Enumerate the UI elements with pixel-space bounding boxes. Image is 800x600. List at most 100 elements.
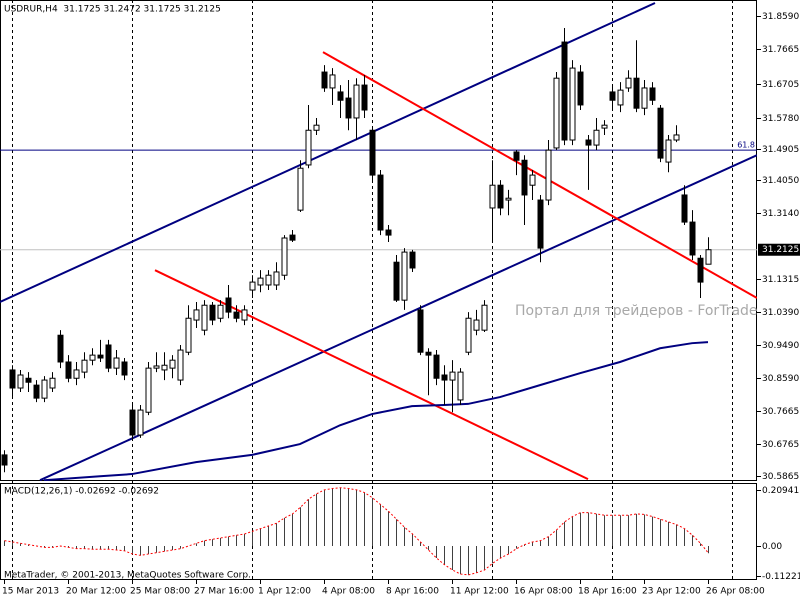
candle-body (329, 74, 336, 89)
candle-body (201, 304, 208, 331)
candle-body (41, 379, 48, 399)
candle-body (593, 129, 600, 146)
candle-body (305, 129, 312, 166)
watermark: Портал для трейдеров - ForTrade (515, 303, 758, 319)
candle-body (457, 371, 464, 401)
y-tick-label: 31.4050 (762, 176, 799, 186)
candle-body (137, 409, 144, 436)
candle-body (177, 349, 184, 381)
candle-body (265, 274, 272, 286)
candle-body (105, 344, 112, 369)
candle-body (585, 139, 592, 146)
candle-body (449, 371, 456, 381)
candle-body (529, 174, 536, 186)
candle-body (153, 365, 160, 369)
candle-body (121, 361, 128, 376)
candle-body (273, 271, 280, 286)
candle-body (521, 159, 528, 196)
candle-body (617, 89, 624, 106)
x-tick-label: 27 Mar 16:00 (194, 587, 254, 597)
candle-body (697, 257, 704, 283)
y-tick-label: 30.8590 (762, 374, 799, 384)
plot-area: Портал для трейдеров - ForTrade (0, 2, 758, 481)
candle-body (433, 354, 440, 379)
x-tick-label: 25 Mar 08:00 (130, 587, 190, 597)
candle-body (113, 357, 120, 369)
candle-body (369, 129, 376, 176)
candle-body (649, 87, 656, 101)
candle-body (57, 334, 64, 363)
candle-body (417, 309, 424, 353)
candle-body (537, 199, 544, 249)
y-tick-label: 30.5865 (762, 472, 799, 482)
candle-body (321, 71, 328, 89)
x-tick-label: 8 Apr 16:00 (386, 587, 439, 597)
candle-body (353, 84, 360, 119)
candle-body (401, 251, 408, 301)
trendline (322, 51, 757, 299)
candle-body (497, 184, 504, 209)
candle-body (601, 124, 608, 129)
candle-body (281, 237, 288, 276)
x-tick-label: 15 Mar 2013 (2, 587, 59, 597)
candle-body (481, 304, 488, 331)
candle-body (9, 369, 16, 389)
candle-body (473, 319, 480, 331)
candle-body (257, 277, 264, 286)
candle-body (217, 304, 224, 319)
candle-body (377, 174, 384, 231)
y-tick-label: 0.20941 (762, 486, 799, 496)
y-tick-label: 31.1315 (762, 275, 799, 285)
candle-body (633, 77, 640, 109)
main-frame (0, 0, 757, 481)
candle-body (489, 184, 496, 209)
copyright: MetaTrader, © 2001-2013, MetaQuotes Soft… (4, 571, 251, 581)
candle-body (81, 359, 88, 373)
x-tick-label: 4 Apr 08:00 (322, 587, 375, 597)
x-tick-label: 26 Apr 08:00 (706, 587, 765, 597)
x-tick-label: 16 Apr 08:00 (514, 587, 573, 597)
candle-body (441, 374, 448, 381)
candle-body (505, 197, 512, 201)
y-tick-label: 31.0390 (762, 308, 799, 318)
y-tick-label: 31.6705 (762, 80, 799, 90)
candle-body (1, 454, 8, 466)
candle-body (65, 361, 72, 379)
trendline (0, 2, 656, 303)
candle-body (97, 354, 104, 359)
candle-body (385, 229, 392, 236)
chart-title: USDRUR,H4 31.1725 31.2472 31.1725 31.212… (4, 5, 221, 15)
candle-body (657, 107, 664, 159)
candle-body (169, 359, 176, 369)
candle-body (249, 281, 256, 291)
candle-body (89, 354, 96, 361)
candle-body (193, 309, 200, 321)
candle-body (33, 384, 40, 399)
y-tick-label: 0.00 (762, 542, 782, 552)
trendline (39, 154, 757, 481)
macd-signal (4, 487, 709, 576)
candle-body (185, 317, 192, 353)
candle-body (665, 139, 672, 163)
y-tick-label: 30.9490 (762, 341, 799, 351)
candle-body (129, 409, 136, 436)
candle-body (337, 91, 344, 101)
candle-body (681, 194, 688, 223)
y-tick-label: 31.3140 (762, 209, 799, 219)
candle-body (425, 351, 432, 356)
candle-body (577, 71, 584, 106)
candle-body (561, 41, 568, 141)
candle-body (513, 151, 520, 161)
candle-body (313, 124, 320, 131)
candle-body (289, 234, 296, 241)
x-tick-label: 1 Apr 12:00 (258, 587, 311, 597)
y-tick-label: 30.7665 (762, 407, 799, 417)
candle-body (409, 251, 416, 269)
candle-body (345, 97, 352, 119)
candle-body (161, 364, 168, 371)
candle-body (609, 91, 616, 101)
candle-body (569, 67, 576, 141)
candle-body (545, 149, 552, 201)
